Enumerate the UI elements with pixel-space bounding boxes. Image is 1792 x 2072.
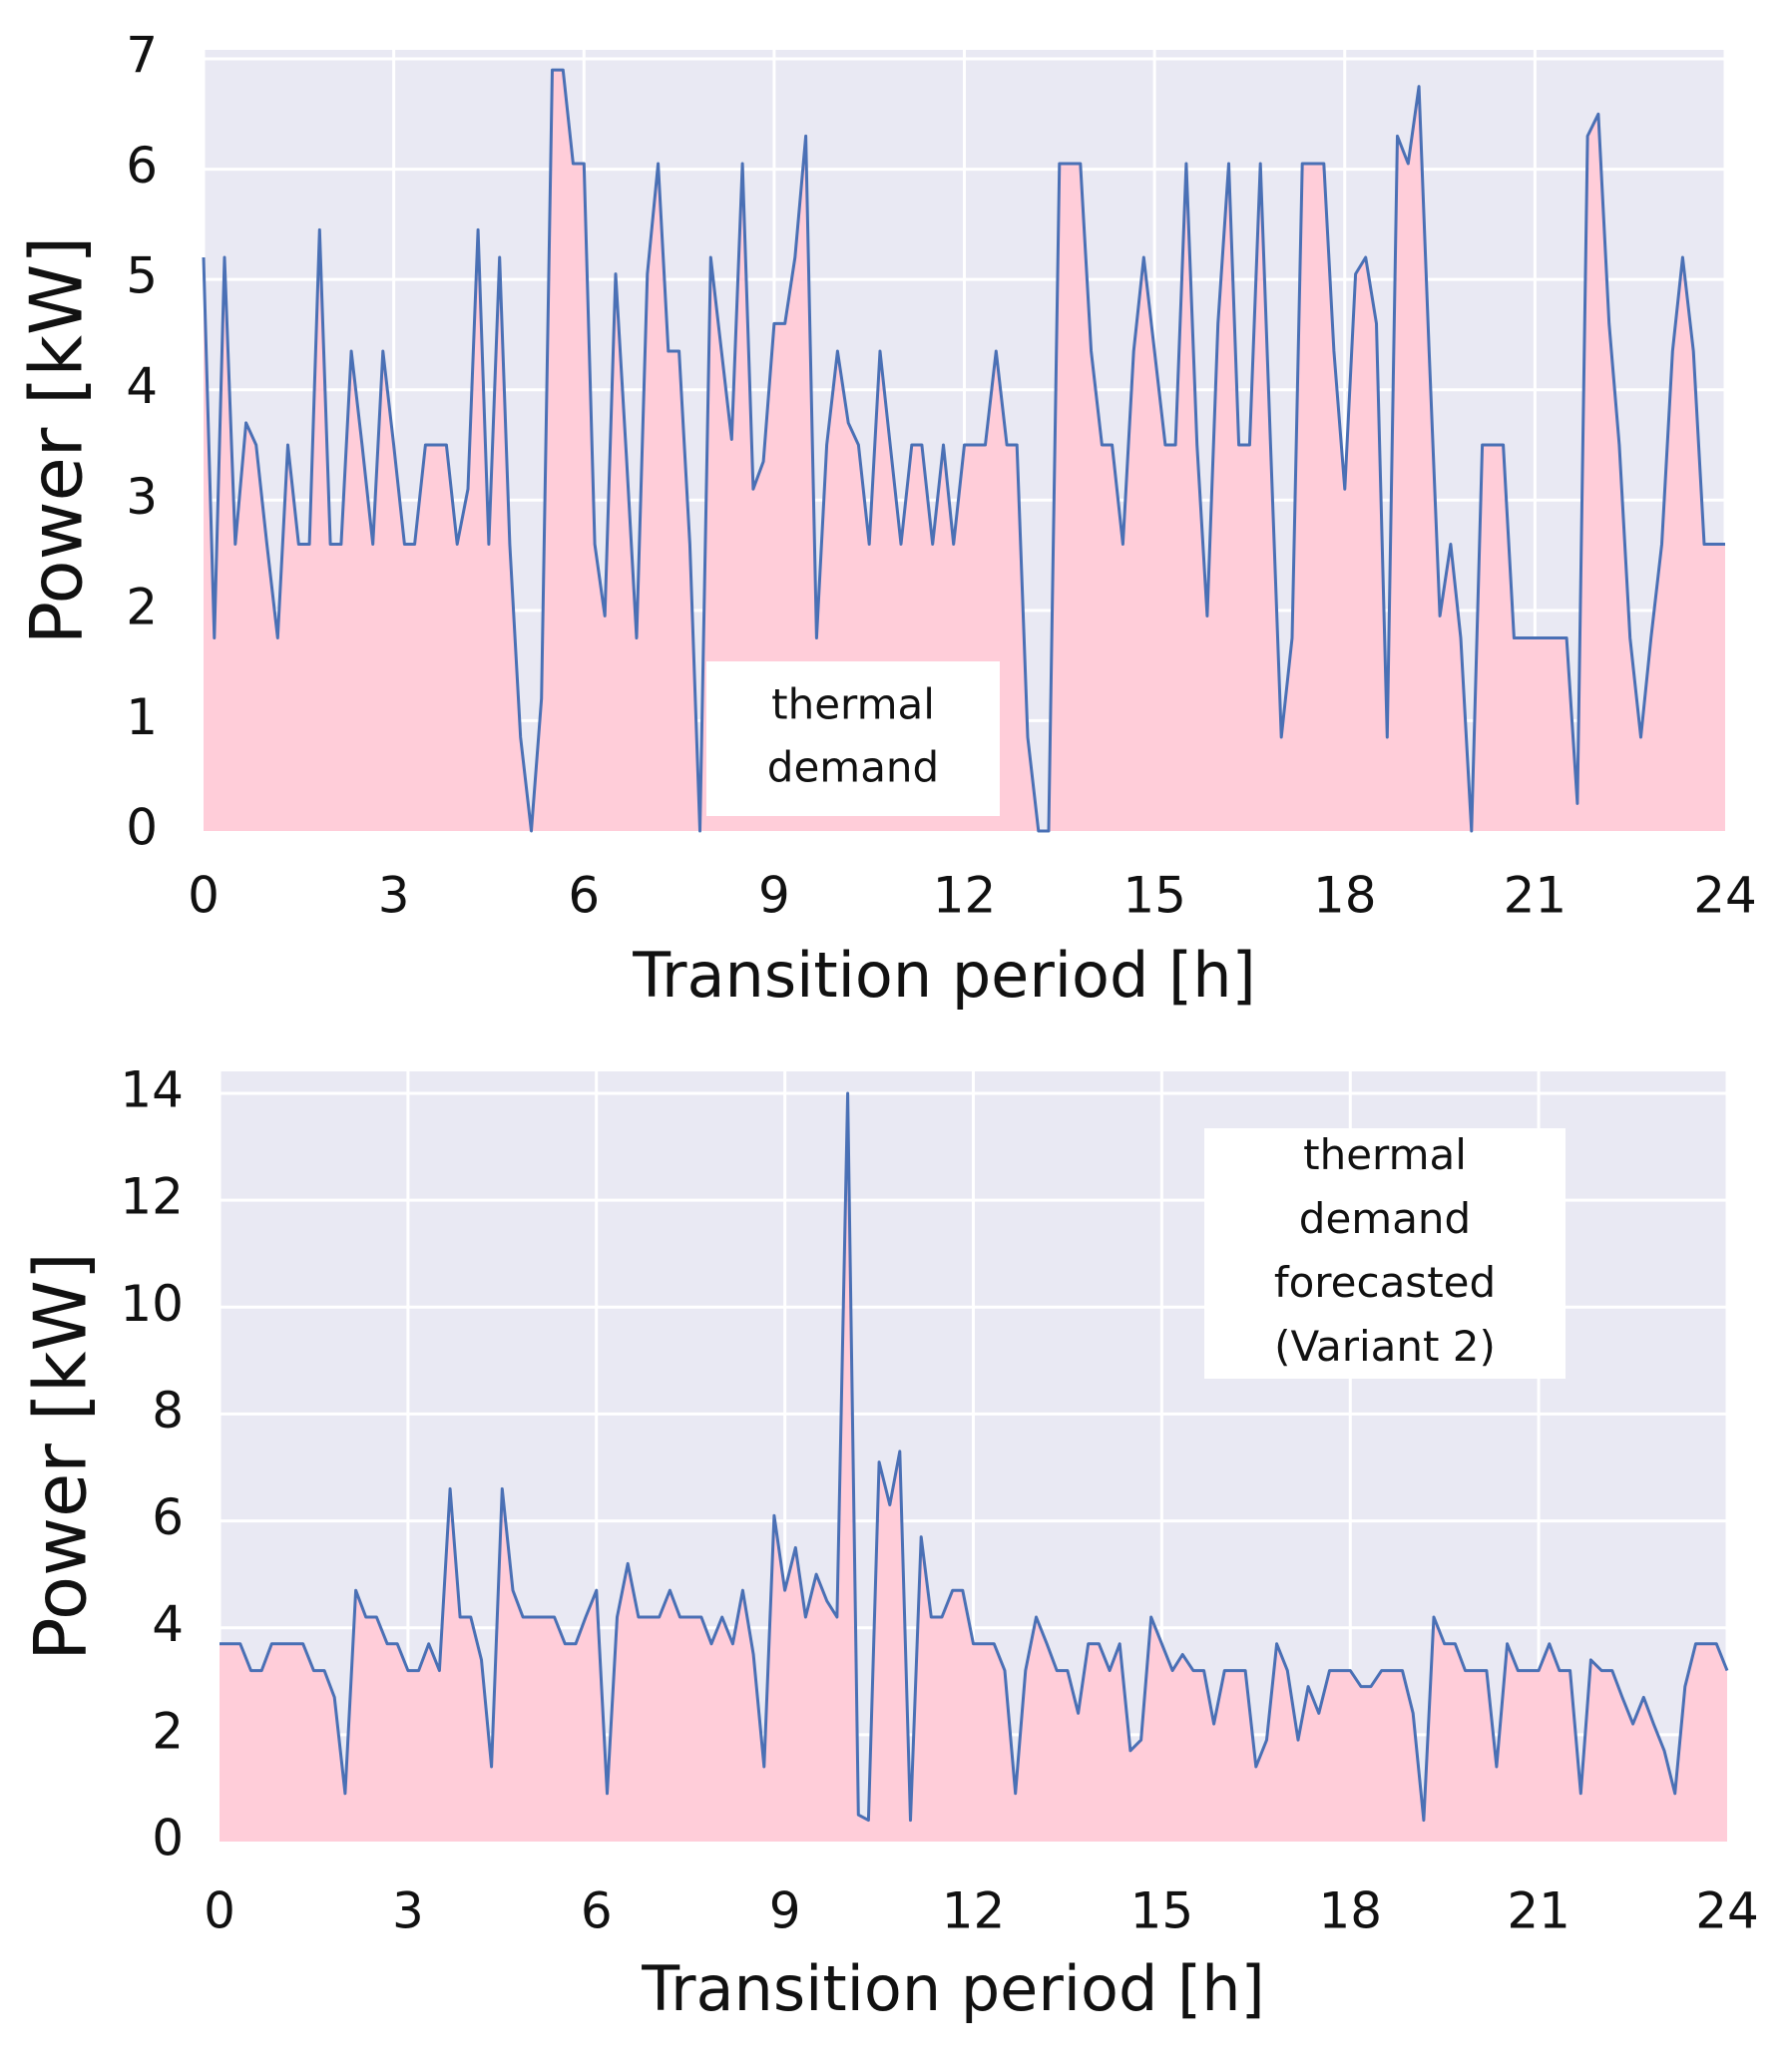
annotation-box — [706, 661, 1000, 816]
y-tick-label: 0 — [152, 1810, 184, 1867]
y-tick-label: 6 — [152, 1488, 184, 1546]
x-tick-label: 12 — [942, 1882, 1006, 1940]
y-tick-label: 2 — [126, 578, 158, 635]
x-tick-label: 9 — [758, 867, 790, 925]
y-tick-label: 8 — [152, 1382, 184, 1440]
annotation: (Variant 2) — [1274, 1322, 1496, 1371]
x-tick-label: 9 — [769, 1882, 801, 1940]
x-axis-label: Transition period [h] — [641, 1952, 1264, 2025]
annotation: demand — [1299, 1194, 1471, 1243]
x-tick-label: 6 — [568, 867, 600, 925]
y-axis-label: Power [kW] — [15, 236, 99, 645]
y-tick-label: 1 — [126, 688, 158, 746]
area-fill — [220, 1093, 1727, 1842]
x-tick-label: 3 — [378, 867, 410, 925]
annotation: thermal — [771, 680, 935, 729]
area-line — [202, 68, 1725, 833]
x-tick-label: 0 — [204, 1882, 235, 1940]
x-tick-label: 24 — [1695, 1882, 1759, 1940]
annotation-box — [1204, 1128, 1566, 1379]
y-axis-label: Power [kW] — [19, 1252, 103, 1661]
x-tick-label: 18 — [1313, 867, 1377, 925]
x-tick-label: 15 — [1122, 867, 1186, 925]
y-tick-label: 12 — [120, 1168, 184, 1226]
area-line — [220, 1091, 1729, 1823]
x-tick-label: 6 — [581, 1882, 613, 1940]
x-tick-label: 24 — [1693, 867, 1757, 925]
x-tick-label: 0 — [188, 867, 220, 925]
annotation: thermal — [1303, 1130, 1467, 1179]
x-tick-label: 21 — [1507, 1882, 1570, 1940]
annotation: forecasted — [1274, 1258, 1496, 1307]
x-tick-label: 12 — [933, 867, 997, 925]
y-tick-label: 5 — [126, 247, 158, 305]
y-tick-label: 6 — [126, 137, 158, 195]
y-tick-label: 14 — [120, 1061, 184, 1119]
x-tick-label: 21 — [1504, 867, 1568, 925]
x-tick-label: 3 — [392, 1882, 424, 1940]
y-tick-label: 2 — [152, 1702, 184, 1760]
y-tick-label: 10 — [120, 1275, 184, 1333]
y-tick-label: 7 — [126, 27, 158, 85]
x-tick-label: 18 — [1318, 1882, 1382, 1940]
x-axis-label: Transition period [h] — [632, 939, 1255, 1012]
y-tick-label: 0 — [126, 799, 158, 857]
y-tick-label: 3 — [126, 468, 158, 526]
annotation: demand — [767, 743, 939, 792]
x-tick-label: 15 — [1130, 1882, 1194, 1940]
y-tick-label: 4 — [126, 357, 158, 415]
y-tick-label: 4 — [152, 1595, 184, 1653]
